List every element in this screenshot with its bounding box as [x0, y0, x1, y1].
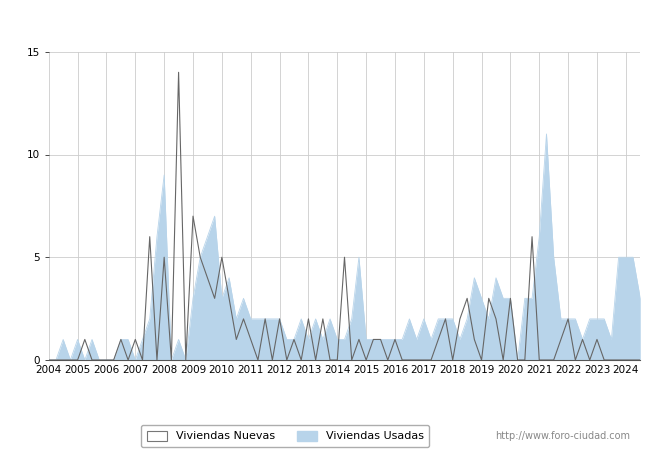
Text: http://www.foro-ciudad.com: http://www.foro-ciudad.com: [495, 431, 630, 441]
Legend: Viviendas Nuevas, Viviendas Usadas: Viviendas Nuevas, Viviendas Usadas: [141, 425, 430, 447]
Text: La Alberca - Evolucion del Nº de Transacciones Inmobiliarias: La Alberca - Evolucion del Nº de Transac…: [94, 12, 556, 27]
